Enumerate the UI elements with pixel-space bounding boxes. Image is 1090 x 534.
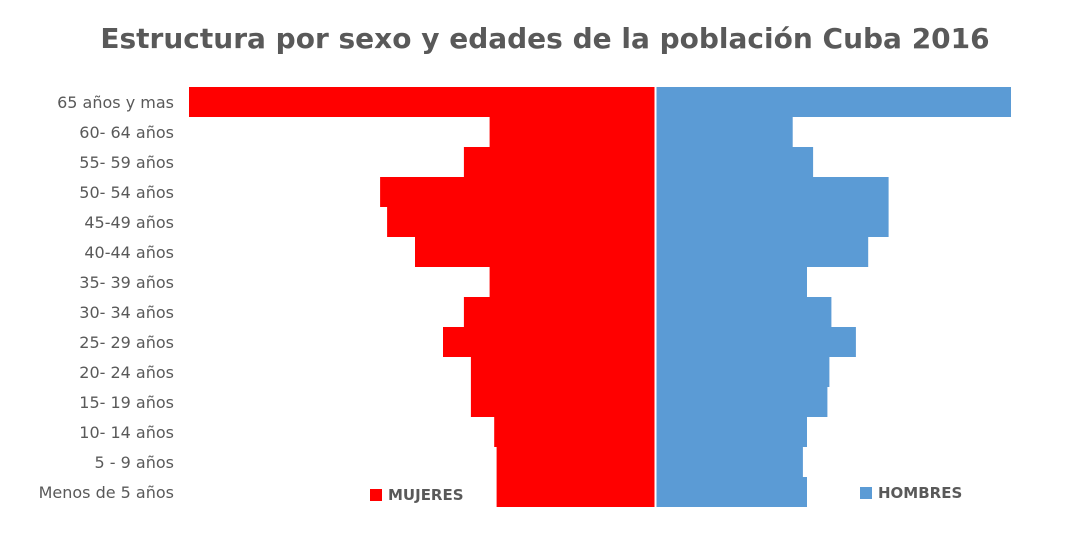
bar-mujeres [380,177,655,207]
bar-mujeres [189,87,655,117]
bar-mujeres [387,207,655,237]
legend-hombres: HOMBRES [860,484,962,502]
bar-hombres [656,177,889,207]
category-label: 40-44 años [84,243,174,262]
bar-mujeres [463,297,655,327]
bar-hombres [656,417,807,447]
chart-title: Estructura por sexo y edades de la pobla… [100,22,990,55]
bar-hombres [656,387,828,417]
category-label: 65 años y mas [57,93,174,112]
bar-hombres [656,477,807,507]
bar-mujeres [470,357,655,387]
bar-mujeres [463,147,655,177]
category-label: 30- 34 años [79,303,174,322]
category-label: 55- 59 años [79,153,174,172]
bar-mujeres [470,387,655,417]
category-label: 60- 64 años [79,123,174,142]
bar-mujeres [489,267,655,297]
category-label: 20- 24 años [79,363,174,382]
legend-mujeres: MUJERES [370,486,464,504]
legend-hombres-label: HOMBRES [878,484,963,502]
bar-hombres [656,147,814,177]
bar-hombres [656,357,830,387]
bar-hombres [656,297,832,327]
bar-mujeres [415,237,655,267]
bar-mujeres [494,417,655,447]
bar-hombres [656,87,1011,117]
category-label: 45-49 años [84,213,174,232]
category-label: 35- 39 años [79,273,174,292]
category-label: 10- 14 años [79,423,174,442]
bar-hombres [656,447,803,477]
bar-mujeres [443,327,655,357]
category-label: Menos de 5 años [39,483,174,502]
bar-mujeres [496,447,655,477]
bar-hombres [656,207,889,237]
legend-mujeres-label: MUJERES [388,486,464,504]
bar-mujeres [489,117,655,147]
bar-hombres [656,327,856,357]
category-label: 50- 54 años [79,183,174,202]
bar-hombres [656,267,807,297]
legend-mujeres-swatch [370,489,382,501]
category-label: 25- 29 años [79,333,174,352]
bar-hombres [656,237,869,267]
category-label: 15- 19 años [79,393,174,412]
bar-mujeres [496,477,655,507]
category-label: 5 - 9 años [95,453,174,472]
legend-hombres-swatch [860,487,872,499]
bar-hombres [656,117,793,147]
